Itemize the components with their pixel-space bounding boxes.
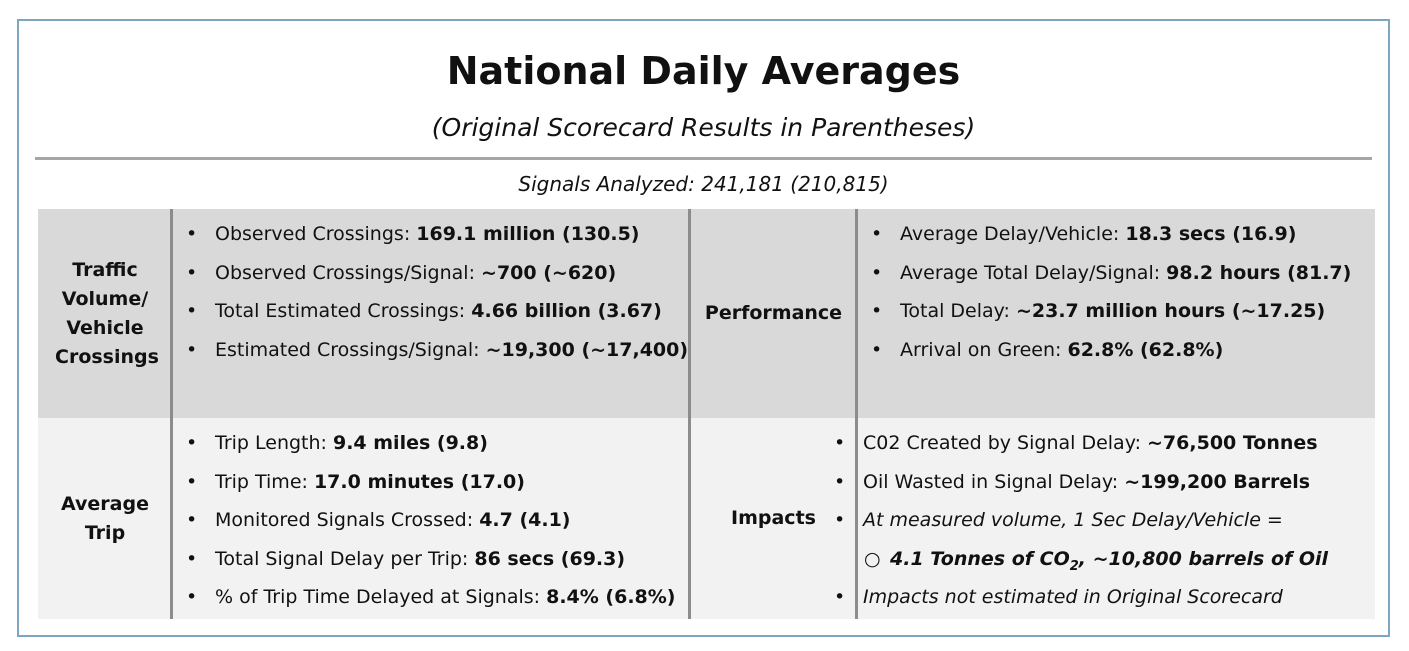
section-label-impacts: Impacts [690, 418, 857, 619]
list-item: • At measured volume, 1 Sec Delay/Vehicle… [834, 509, 1283, 532]
section-trip-list: • Trip Length: 9.4 miles (9.8) • Trip Time… [172, 418, 690, 619]
list-item: • Monitored Signals Crossed: 4.7 (4.1) [186, 509, 571, 532]
list-item: • Observed Crossings: 169.1 million (130.… [186, 223, 640, 245]
section-performance-list: • Average Delay/Vehicle: 18.3 secs (16.9)… [857, 209, 1375, 418]
list-subitem: ○ 4.1 Tonnes of CO2, ~10,800 barrels of O… [864, 547, 1329, 574]
list-item: •% of Trip Time Delayed at Signals: 8.4%… [186, 586, 676, 609]
list-item: • Total Delay: ~23.7 million hours (~17.2… [871, 300, 1326, 323]
page-title: National Daily Averages [446, 49, 961, 93]
column-divider [170, 209, 173, 619]
section-label-trip: Average Trip [38, 418, 172, 619]
section-impacts-list: • C02 Created by Signal Delay: ~76,500 To… [834, 418, 1375, 619]
section-traffic-list: • Observed Crossings: 169.1 million (130.… [172, 209, 690, 418]
signals-analyzed: Signals Analyzed: 241,181 (210,815) [518, 172, 889, 196]
list-item: • Estimated Crossings/Signal: ~19,300 (~1… [186, 338, 689, 361]
list-item: • Observed Crossings/Signal: ~700 (~620) [186, 261, 617, 284]
column-divider [688, 209, 691, 619]
list-item: • Average Total Delay/Signal: 98.2 hours … [871, 261, 1352, 284]
scorecard-frame: National Daily Averages (Original Scorec… [17, 19, 1390, 637]
divider [35, 157, 1372, 160]
section-label-traffic: Traffic Volume/ Vehicle Crossings [38, 209, 172, 418]
list-item: • Arrival on Green: 62.8% (62.8%) [871, 338, 1224, 361]
list-item: • Trip Time: 17.0 minutes (17.0) [186, 470, 525, 493]
list-item: • Oil Wasted in Signal Delay: ~199,200 Ba… [834, 470, 1311, 493]
list-item: • Trip Length: 9.4 miles (9.8) [186, 432, 488, 454]
page-subtitle: (Original Scorecard Results in Parenthes… [431, 113, 976, 142]
list-item: • Impacts not estimated in Original Score… [834, 586, 1283, 609]
list-item: • Total Signal Delay per Trip: 86 secs (6… [186, 547, 626, 570]
results-table: Traffic Volume/ Vehicle Crossings • Obser… [38, 209, 1375, 619]
column-divider [855, 209, 858, 619]
list-item: • Average Delay/Vehicle: 18.3 secs (16.9) [871, 223, 1297, 245]
list-item: • C02 Created by Signal Delay: ~76,500 To… [834, 432, 1318, 454]
list-item: • Total Estimated Crossings: 4.66 billion… [186, 300, 662, 323]
section-label-performance: Performance [690, 209, 857, 418]
